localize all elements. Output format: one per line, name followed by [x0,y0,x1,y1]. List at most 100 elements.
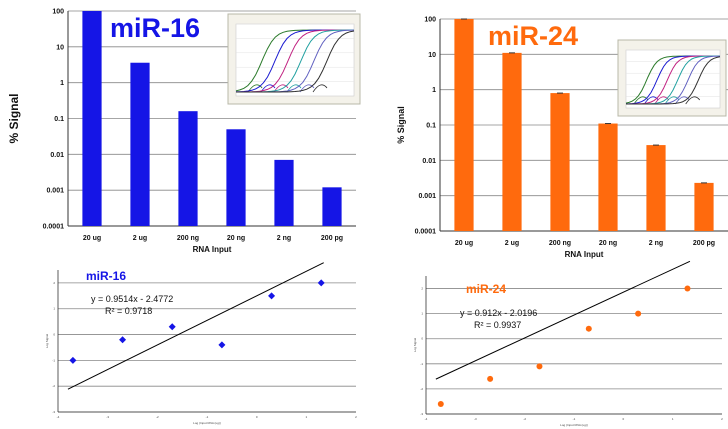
mir16-inset-baseline-curve [260,84,276,93]
mir24-curve-data-point [437,400,444,407]
mir16-curve-xtick-label: 1 [305,415,307,419]
mir16-curve-xtick-label: 0 [256,415,258,419]
mir16-curve-xtick-label: 2 [355,415,357,419]
mir24-curve-xtick-label: -1 [573,417,576,421]
mir16-xtick-label: 20 ng [227,235,245,242]
mir16-bar [178,111,198,226]
mir16-xaxis-title: RNA Input [193,245,232,254]
mir16-bar [82,11,102,226]
mir16-inset-baseline-curve [286,84,302,93]
mir16-curve-xtick-label: -2 [156,415,159,419]
mir16-curve-xaxis-title: Log (Input RNA (ug)) [193,421,221,425]
mir16-curve-ytick-label: -3 [52,410,55,414]
mir16-inset-plot-area [235,23,355,97]
mir16-curve-data-point [317,279,325,287]
mir16-curve-xtick-label: -4 [57,415,60,419]
mir24-curve-trendline [435,260,691,380]
mir16-ytick-label: 100 [52,9,64,16]
mir24-yaxis-title: % Signal [396,106,406,144]
mir16-inset-baseline-curve [247,84,263,93]
mir16-xtick-label: 200 ng [177,235,199,242]
mir24-curve-ytick-label: 2 [421,287,423,291]
mir24-bar [550,93,570,231]
mir24-inset-baseline-curve [633,96,649,105]
mir24-ytick-label: 100 [424,17,436,24]
mir24-inset-baseline-curve [674,96,690,105]
mir16-curve-yaxis-title: Log Signal [45,334,49,349]
mir16-xtick-label: 2 ng [277,235,291,242]
mir24-bar [598,123,618,231]
mir24-curve-data-point [536,363,543,370]
mir16-curve-data-point [69,356,77,364]
mir24-curve-data-point [487,375,494,382]
mir24-xtick-label: 2 ng [649,240,663,247]
mir24-curve-xtick-label: 1 [672,417,674,421]
mir16-curve-data-point [268,292,276,300]
mir24-curve-yaxis-title: Log Signal [413,338,417,353]
mir24-curve-xtick-label: 0 [622,417,624,421]
mir16-curve-ytick-label: 0 [53,333,55,337]
mir24-curve-data-point [635,310,642,317]
mir16-inset-baseline-curve [273,84,289,93]
mir24-curve-ytick-label: 1 [421,312,423,316]
mir24-bar [502,52,522,232]
mir16-ytick-label: 0.001 [46,188,64,195]
mir16-ytick-label: 10 [56,44,64,51]
mir16-xtick-label: 20 ug [83,235,101,242]
mir24-ytick-label: 0.001 [418,193,436,200]
mir16-ytick-label: 0.1 [54,116,64,123]
mir16-curve-ytick-label: -2 [52,384,55,388]
mir24-curve-data-point [585,325,592,332]
mir16-curve-xtick-label: -1 [206,415,209,419]
mir24-inset-plot-area [625,49,721,109]
mir16-inset-amplification-curve [236,30,355,93]
mir24-bar [646,145,666,231]
mir16-yaxis-title: % Signal [7,93,21,143]
mir16-curve-data-point [168,323,176,331]
mir24-bar-chart: 100 10 1 0.1 0.01 0.001 0.0001 20 ug 2 ug 200 ng 2… [396,17,728,259]
mir16-curve-equation: y = 0.9514x - 2.4772 [91,294,173,304]
mir24-xaxis-title: RNA Input [565,250,604,259]
mir24-xtick-label: 2 ug [505,240,519,247]
mir24-title: miR-24 [488,21,578,51]
mir24-curve-curve-title: miR-24 [466,282,506,296]
mir24-curve-xtick-label: 2 [721,417,723,421]
mir24-curve-ytick-label: -1 [420,362,423,366]
mir16-ytick-label: 0.0001 [43,224,65,231]
mir16-bar [226,129,246,226]
mir24-inset-baseline-curve [643,96,659,105]
mir24-curve-ytick-label: -3 [420,412,423,416]
mir24-curve-xtick-label: -2 [523,417,526,421]
mir24-inset-baseline-curve [664,96,680,105]
mir16-curve-ytick-label: 1 [53,307,55,311]
mir24-curve-ytick-label: -2 [420,387,423,391]
mir24-inset-amplification-curve [626,56,721,105]
mir16-xtick-label: 2 ug [133,235,147,242]
mir24-ytick-label: 10 [428,52,436,59]
mir24-inset-baseline-curve [654,96,670,105]
mir16-ytick-label: 0.01 [50,152,64,159]
mir16-ytick-label: 1 [60,80,64,87]
mir16-inset-baseline-curve [312,84,328,93]
mir24-ytick-label: 0.0001 [415,229,437,236]
mir16-curve-xtick-label: -3 [106,415,109,419]
mir16-xtick-label: 200 pg [321,235,343,242]
mir16-bar [130,62,150,226]
mir24-curve-equation: y = 0.912x - 2.0196 [460,308,537,318]
mir16-curve-ytick-label: 2 [53,281,55,285]
mir24-curve-r-squared: R² = 0.9937 [474,320,521,330]
mir24-xtick-label: 20 ng [599,240,617,247]
mir24-ytick-label: 0.01 [422,158,436,165]
mir24-curve-xtick-label: -4 [425,417,428,421]
mir16-curve-trendline [67,262,324,390]
mir16-title: miR-16 [110,13,200,43]
mir24-bar [454,19,474,231]
mir16-curve-curve-title: miR-16 [86,269,126,283]
mir16-curve-r-squared: R² = 0.9718 [105,306,152,316]
mir24-curve-ytick-label: 0 [421,337,423,341]
mir16-curve-ytick-label: -1 [52,358,55,362]
mir24-bar [694,182,714,231]
mir24-curve-data-point [684,285,691,292]
